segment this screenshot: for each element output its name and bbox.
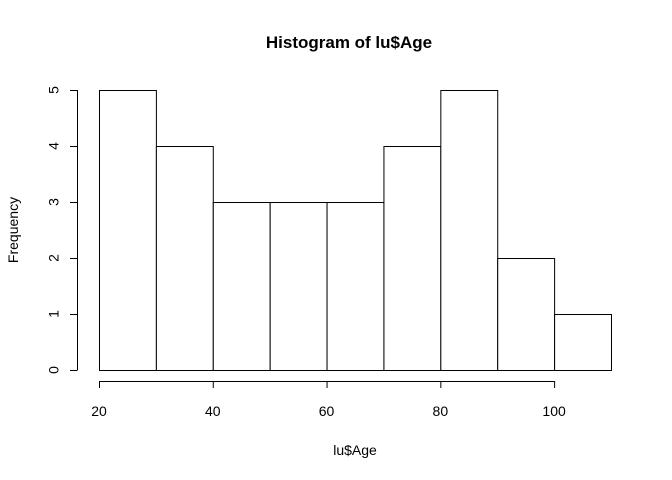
histogram-bar — [155, 146, 214, 371]
histogram-bar — [497, 258, 556, 371]
histogram-bar — [383, 146, 442, 371]
x-tick-label: 40 — [205, 403, 221, 419]
x-axis: 20 40 60 80 100 — [91, 381, 566, 419]
x-tick-label: 80 — [433, 403, 449, 419]
x-tick-label: 20 — [91, 403, 107, 419]
chart-title: Histogram of lu$Age — [266, 33, 432, 52]
x-tick-label: 100 — [542, 403, 566, 419]
histogram-bar — [554, 314, 612, 371]
histogram-bar — [212, 202, 271, 371]
bars-group — [99, 90, 612, 371]
y-tick-label: 2 — [46, 254, 62, 262]
x-tick-label: 60 — [319, 403, 335, 419]
y-tick-label: 3 — [46, 198, 62, 206]
y-tick-label: 5 — [46, 86, 62, 94]
y-tick-label: 4 — [46, 142, 62, 150]
y-tick-label: 0 — [46, 366, 62, 374]
y-tick-label: 1 — [46, 310, 62, 318]
histogram-bar — [326, 202, 385, 371]
x-axis-label: lu$Age — [333, 442, 377, 458]
y-axis-label: Frequency — [5, 197, 21, 263]
histogram-bar — [269, 202, 328, 371]
histogram-bar — [99, 90, 157, 371]
histogram-bar — [440, 90, 499, 371]
y-axis: 0 1 2 3 4 5 — [46, 86, 78, 374]
